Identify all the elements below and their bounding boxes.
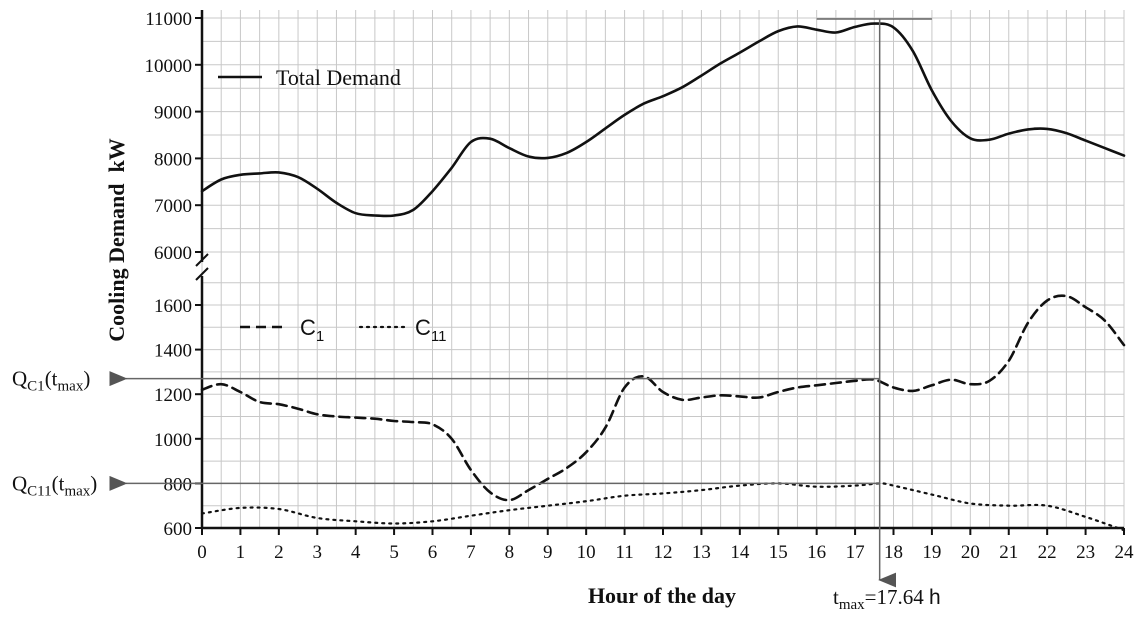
y-tick-label: 800	[164, 474, 193, 495]
axis-break-mark	[195, 267, 209, 281]
legend-layer: Total Demand C1 C11	[218, 65, 446, 345]
x-tick-label: 6	[428, 542, 438, 563]
y-tick-label: 1200	[154, 385, 192, 406]
series-line-total-demand	[200, 22, 1126, 218]
axes-layer: 6000700080009000100001100060080010001200…	[104, 9, 1134, 608]
x-tick-label: 7	[466, 542, 476, 563]
q-c11-label: QC11(tmax)	[12, 471, 97, 499]
series-line-c1	[200, 294, 1126, 502]
x-tick-label: 14	[730, 542, 750, 563]
x-tick-label: 20	[961, 542, 980, 563]
y-tick-label: 600	[164, 519, 193, 540]
y-tick-label: 8000	[154, 149, 192, 170]
y-tick-label: 6000	[154, 243, 192, 264]
y-tick-label: 1000	[154, 430, 192, 451]
legend-label-c11: C11	[415, 315, 446, 345]
x-tick-label: 1	[236, 542, 246, 563]
x-tick-label: 22	[1038, 542, 1057, 563]
y-tick-label: 11000	[145, 9, 192, 30]
y-tick-label: 10000	[145, 56, 193, 77]
x-tick-label: 10	[577, 542, 596, 563]
x-tick-label: 5	[389, 542, 399, 563]
y-tick-label: 1600	[154, 296, 192, 317]
x-tick-label: 3	[313, 542, 323, 563]
x-tick-label: 11	[615, 542, 633, 563]
x-tick-label: 17	[846, 542, 865, 563]
y-axis-title: Cooling Demand kW	[104, 138, 129, 342]
x-tick-label: 18	[884, 542, 903, 563]
x-tick-label: 13	[692, 542, 711, 563]
x-tick-label: 16	[807, 542, 826, 563]
x-tick-label: 4	[351, 542, 361, 563]
x-tick-label: 0	[197, 542, 207, 563]
x-tick-label: 24	[1115, 542, 1135, 563]
legend-label-total-demand: Total Demand	[276, 65, 401, 90]
x-tick-label: 21	[999, 542, 1018, 563]
x-tick-label: 2	[274, 542, 284, 563]
x-tick-label: 9	[543, 542, 553, 563]
annotation-layer: QC1(tmax) QC11(tmax) tmax=17.64 h	[12, 18, 941, 613]
legend-label-c1: C1	[300, 315, 324, 345]
axis-break-mark	[195, 253, 209, 267]
y-tick-label: 1400	[154, 341, 192, 362]
x-axis-title: Hour of the day	[588, 583, 736, 608]
y-tick-label: 9000	[154, 103, 192, 124]
x-tick-label: 12	[654, 542, 673, 563]
x-tick-label: 8	[505, 542, 515, 563]
x-tick-label: 23	[1076, 542, 1095, 563]
series-line-c11	[200, 482, 1126, 532]
x-tick-label: 19	[922, 542, 941, 563]
q-c1-label: QC1(tmax)	[12, 367, 90, 395]
x-tick-label: 15	[769, 542, 788, 563]
y-tick-label: 7000	[154, 196, 192, 217]
t-max-label: tmax=17.64 h	[833, 585, 941, 613]
series-layer	[200, 22, 1126, 532]
